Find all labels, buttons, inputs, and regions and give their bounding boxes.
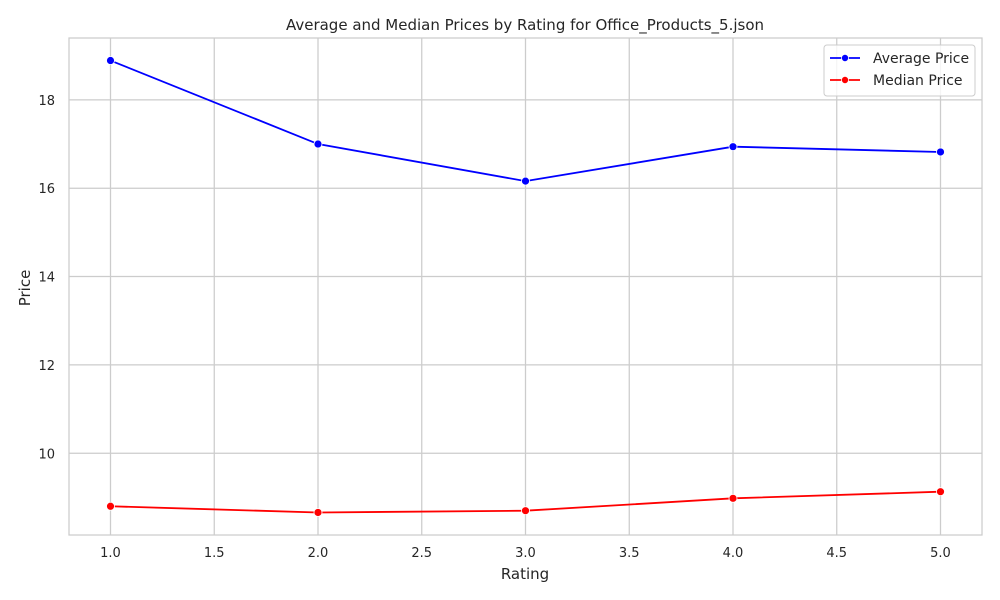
y-tick-label: 12 — [38, 359, 55, 374]
legend: Average Price Median Price — [823, 44, 976, 97]
legend-marker-average — [841, 54, 850, 63]
average-price-point — [728, 142, 738, 152]
x-tick-label: 1.0 — [100, 546, 121, 561]
y-tick-label: 14 — [38, 271, 55, 286]
average-price-point — [106, 56, 115, 65]
legend-label-average: Average Price — [873, 51, 969, 67]
y-tick-label: 10 — [38, 447, 55, 462]
x-tick-label: 3.5 — [619, 546, 640, 561]
median-price-point — [521, 506, 530, 516]
legend-marker-median — [841, 76, 850, 85]
legend-box — [823, 44, 976, 97]
x-tick-label: 2.5 — [411, 546, 432, 561]
chart-title: Average and Median Prices by Rating for … — [286, 16, 764, 35]
y-tick-labels: 10 12 14 16 18 — [38, 94, 55, 462]
x-tick-label: 4.0 — [723, 546, 744, 561]
average-price-point — [313, 139, 323, 149]
x-tick-label: 1.5 — [204, 546, 225, 561]
x-axis-label: Rating — [501, 565, 549, 583]
legend-label-median: Median Price — [873, 73, 963, 89]
median-price-point — [106, 501, 115, 511]
y-tick-label: 16 — [38, 182, 55, 197]
average-price-point — [521, 176, 530, 186]
x-tick-label: 3.0 — [515, 546, 536, 561]
grid-lines — [69, 38, 982, 535]
x-tick-labels: 1.0 1.5 2.0 2.5 3.0 3.5 4.0 4.5 5.0 — [100, 546, 951, 561]
median-price-point — [728, 493, 738, 503]
series-lines — [106, 56, 945, 517]
y-axis-label: Price — [16, 270, 34, 307]
median-price-point — [313, 508, 323, 517]
x-tick-label: 5.0 — [930, 546, 951, 561]
x-tick-label: 2.0 — [308, 546, 329, 561]
x-tick-label: 4.5 — [826, 546, 847, 561]
average-price-point — [936, 147, 945, 157]
median-price-point — [936, 487, 945, 497]
y-tick-label: 18 — [38, 94, 55, 109]
